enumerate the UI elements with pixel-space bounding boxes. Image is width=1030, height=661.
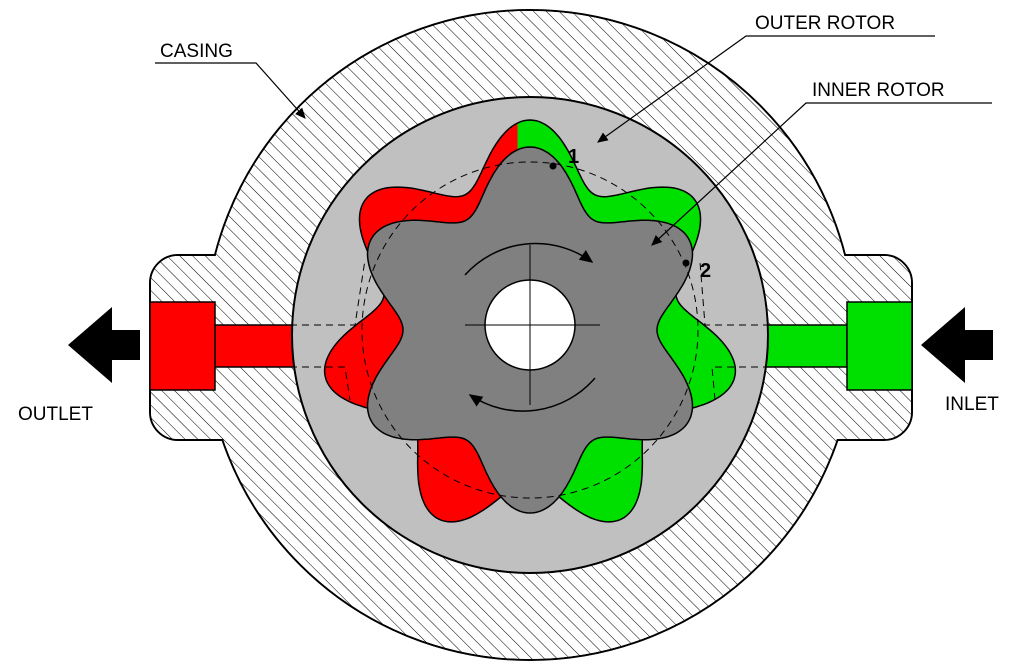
inlet-label: INLET	[945, 394, 999, 415]
outlet-port	[149, 301, 301, 391]
point-marker	[549, 162, 557, 170]
inlet-port	[759, 301, 913, 391]
pitch-circle	[361, 161, 699, 499]
rotation-arrows	[464, 242, 596, 412]
casing-label: CASING	[160, 41, 233, 62]
outer-rotor-label: OUTER ROTOR	[755, 13, 895, 34]
center-lines	[465, 245, 600, 405]
inlet-arrow	[921, 307, 993, 383]
outlet-arrow	[68, 307, 140, 383]
point-marker	[682, 259, 690, 267]
leader-lines	[155, 35, 992, 246]
point-label: 1	[568, 146, 579, 168]
inner-rotor-label: INNER ROTOR	[812, 80, 945, 101]
point-label: 2	[700, 260, 711, 282]
outlet-label: OUTLET	[18, 404, 93, 425]
port-outline	[290, 259, 770, 401]
